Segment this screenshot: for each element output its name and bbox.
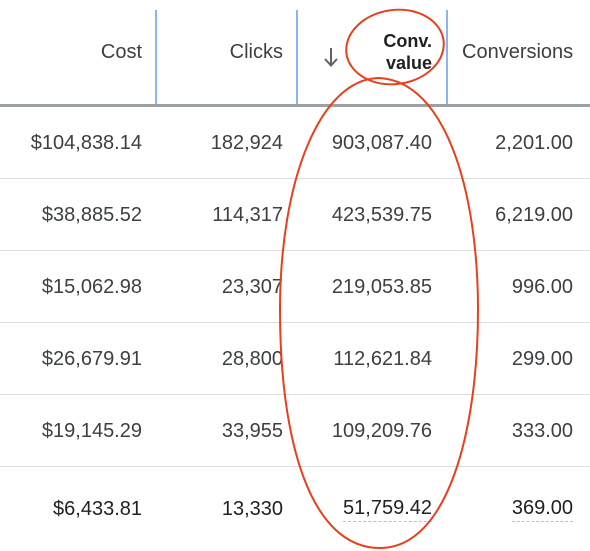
cell-conv-value: 109,209.76	[331, 419, 432, 442]
cell-conv-value: 903,087.40	[331, 131, 432, 154]
cell-conv-value: 51,759.42	[298, 467, 432, 551]
table-row: $19,145.29 33,955 109,209.76 333.00	[0, 395, 590, 467]
cell-clicks: 23,307	[221, 275, 283, 298]
cell-clicks: 28,800	[221, 347, 283, 370]
cell-conv-value: 112,621.84	[333, 347, 432, 370]
cell-conversions: 2,201.00	[495, 131, 573, 154]
column-resize-handle[interactable]	[296, 10, 298, 104]
table-row: $15,062.98 23,307 219,053.85 996.00	[0, 251, 590, 323]
column-resize-handle[interactable]	[446, 10, 448, 104]
cell-conversions: 333.00	[511, 419, 573, 442]
conv-value-total[interactable]: 51,759.42	[343, 497, 432, 522]
table-row: $38,885.52 114,317 423,539.75 6,219.00	[0, 179, 590, 251]
cell-clicks: 33,955	[221, 419, 283, 442]
cell-conversions: 996.00	[511, 275, 573, 298]
cell-clicks: 114,317	[212, 203, 283, 226]
column-header-conv-value[interactable]: Conv. value	[298, 0, 432, 104]
table-header: Cost Clicks Conv. value Conversions	[0, 0, 590, 107]
cell-cost: $26,679.91	[41, 347, 142, 370]
cell-cost: $15,062.98	[41, 275, 142, 298]
cell-cost: $19,145.29	[41, 419, 142, 442]
cell-conversions: 369.00	[448, 467, 573, 551]
header-label-line-2: value	[385, 53, 432, 73]
cell-clicks: 13,330	[221, 497, 283, 520]
column-header-label: Conv. value	[383, 30, 432, 74]
cell-conversions: 299.00	[511, 347, 573, 370]
cell-cost: $6,433.81	[53, 497, 142, 520]
table-row: $26,679.91 28,800 112,621.84 299.00	[0, 323, 590, 395]
header-label-line-1: Conv.	[383, 31, 432, 51]
arrow-down-icon[interactable]	[323, 46, 339, 68]
column-header-conversions[interactable]: Conversions	[448, 0, 573, 104]
cell-cost: $104,838.14	[30, 131, 142, 154]
column-resize-handle[interactable]	[155, 10, 157, 104]
column-header-label: Cost	[100, 40, 142, 63]
table-row: $104,838.14 182,924 903,087.40 2,201.00	[0, 107, 590, 179]
cell-conv-value: 423,539.75	[331, 203, 432, 226]
cell-clicks: 182,924	[210, 131, 283, 154]
column-header-label: Clicks	[229, 40, 283, 63]
cell-conv-value: 219,053.85	[331, 275, 432, 298]
cell-conversions: 6,219.00	[495, 203, 573, 226]
conversions-total[interactable]: 369.00	[511, 497, 573, 522]
cell-cost: $38,885.52	[41, 203, 142, 226]
column-header-clicks[interactable]: Clicks	[158, 0, 283, 104]
column-header-cost[interactable]: Cost	[0, 0, 142, 104]
column-header-label: Conversions	[462, 40, 573, 63]
table-row: $6,433.81 13,330 51,759.42 369.00	[0, 467, 590, 551]
